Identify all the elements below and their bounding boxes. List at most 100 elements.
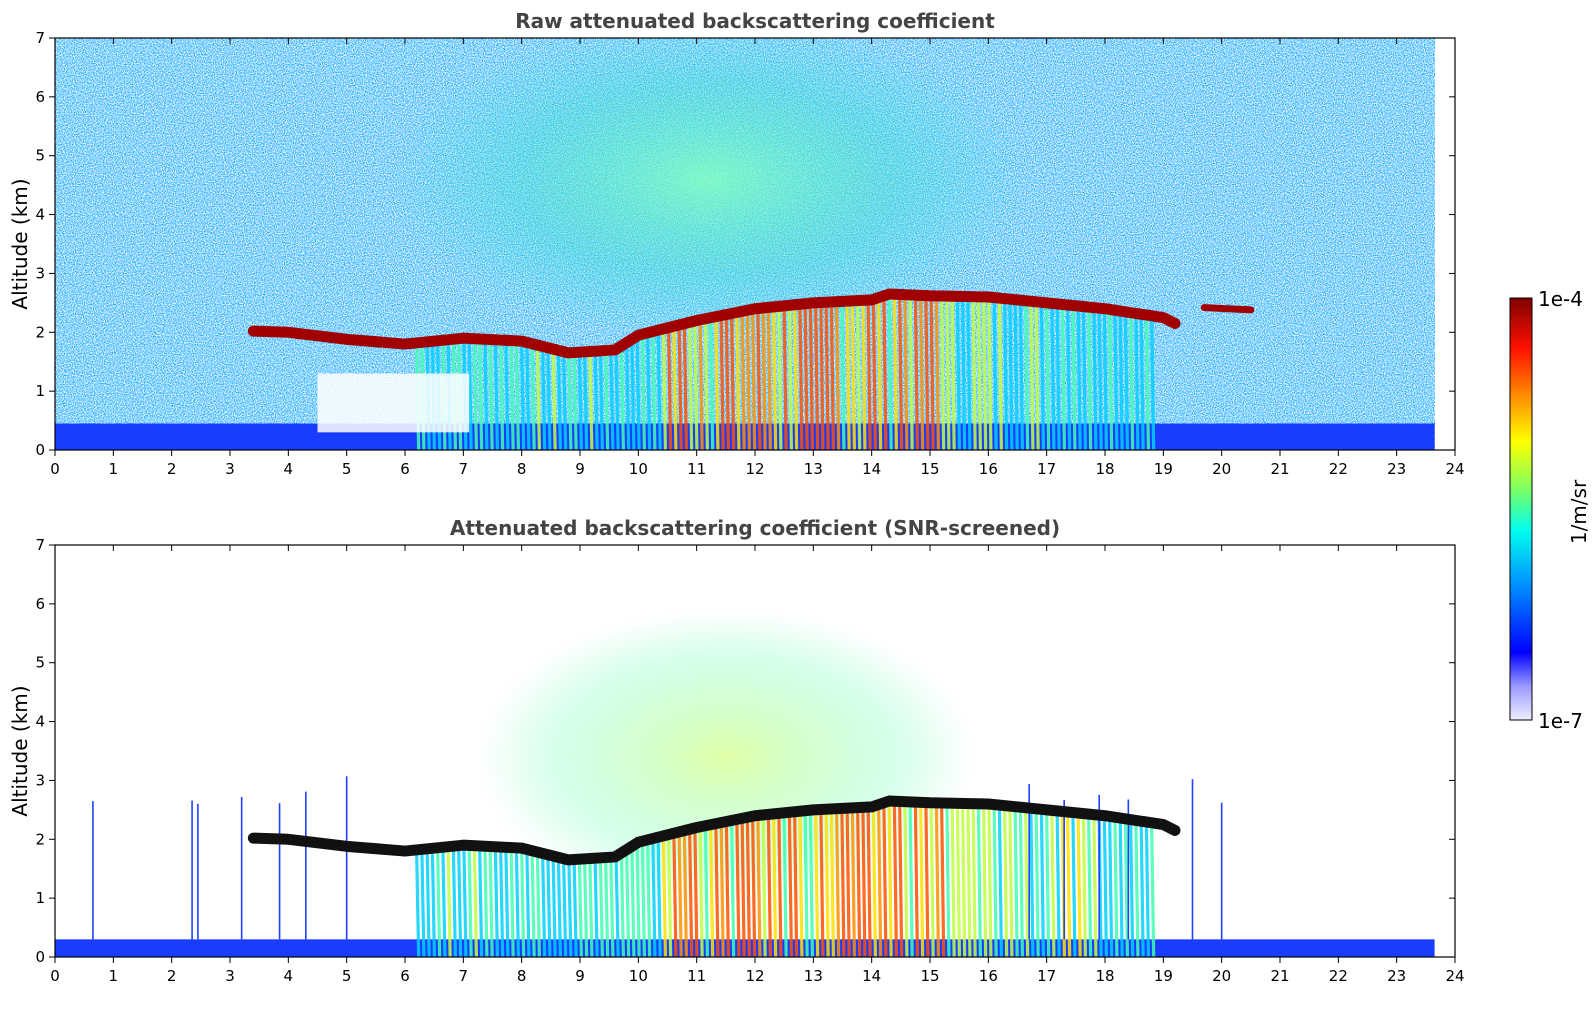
snr-x-tick-label: 10 bbox=[629, 967, 648, 985]
snr-streak bbox=[903, 804, 909, 957]
raw-streak bbox=[1008, 302, 1014, 450]
raw-y-tick-label: 6 bbox=[35, 88, 45, 106]
snr-x-tick-label: 3 bbox=[225, 967, 235, 985]
raw-streak bbox=[472, 341, 479, 450]
raw-streak bbox=[1102, 311, 1109, 450]
raw-streak bbox=[619, 348, 626, 450]
snr-streak bbox=[688, 832, 694, 957]
raw-streak bbox=[997, 301, 1004, 450]
raw-streak bbox=[499, 342, 505, 450]
raw-streak bbox=[782, 308, 788, 450]
snr-streak bbox=[546, 857, 552, 957]
raw-x-tick-label: 2 bbox=[167, 460, 177, 478]
snr-x-tick-label: 17 bbox=[1037, 967, 1056, 985]
raw-streak bbox=[761, 310, 767, 450]
raw-streak bbox=[856, 303, 862, 450]
raw-clear-gap bbox=[317, 373, 470, 433]
raw-streak bbox=[814, 305, 820, 450]
snr-y-tick-label: 1 bbox=[35, 889, 45, 907]
raw-streak bbox=[588, 354, 594, 450]
snr-streak bbox=[913, 805, 920, 957]
raw-streak bbox=[530, 346, 536, 450]
raw-streak bbox=[504, 343, 510, 450]
snr-streak bbox=[446, 849, 452, 957]
raw-streak bbox=[798, 307, 804, 450]
raw-y-axis-ticks: 0 1 2 3 4 5 6 7 bbox=[35, 29, 1455, 459]
snr-y-tick-label: 2 bbox=[35, 830, 45, 848]
snr-streak bbox=[593, 861, 599, 957]
raw-streak bbox=[1039, 305, 1046, 450]
snr-streak bbox=[457, 848, 463, 957]
raw-x-tick-label: 12 bbox=[745, 460, 764, 478]
snr-x-tick-label: 24 bbox=[1445, 967, 1464, 985]
raw-streak bbox=[866, 303, 872, 450]
raw-streak bbox=[598, 353, 605, 450]
snr-streak bbox=[693, 830, 699, 957]
snr-x-tick-label: 11 bbox=[687, 967, 706, 985]
raw-streak bbox=[934, 298, 941, 450]
raw-streak bbox=[745, 313, 752, 450]
raw-streak bbox=[488, 342, 494, 450]
snr-streak bbox=[1150, 825, 1156, 957]
raw-x-tick-label: 17 bbox=[1037, 460, 1056, 478]
snr-streak bbox=[987, 806, 993, 957]
raw-streak bbox=[483, 342, 489, 450]
snr-streak bbox=[640, 844, 647, 957]
snr-streak bbox=[709, 827, 715, 957]
snr-streak bbox=[614, 859, 620, 957]
raw-streak bbox=[1060, 307, 1067, 450]
raw-x-tick-label: 13 bbox=[804, 460, 823, 478]
snr-y-axis-ticks: 0 1 2 3 4 5 6 7 bbox=[35, 536, 1455, 966]
raw-streak bbox=[640, 337, 647, 450]
snr-streak bbox=[630, 849, 636, 957]
snr-streak bbox=[745, 820, 752, 957]
snr-x-tick-label: 6 bbox=[400, 967, 410, 985]
snr-streak bbox=[835, 811, 841, 957]
raw-streak bbox=[976, 299, 983, 450]
snr-streak bbox=[808, 813, 815, 957]
snr-daytime-haze bbox=[477, 609, 974, 905]
snr-streak bbox=[966, 806, 972, 957]
snr-streak bbox=[430, 851, 437, 957]
snr-streak bbox=[840, 811, 846, 957]
raw-x-tick-label: 23 bbox=[1387, 460, 1406, 478]
colorbar-min-label: 1e-7 bbox=[1538, 709, 1583, 733]
snr-streak bbox=[441, 850, 447, 957]
snr-streak bbox=[950, 806, 956, 957]
snr-y-tick-label: 0 bbox=[35, 948, 45, 966]
raw-streak bbox=[892, 297, 899, 450]
raw-daytime-haze bbox=[387, 38, 1030, 342]
raw-precip-streaks bbox=[415, 296, 1156, 450]
raw-x-tick-label: 18 bbox=[1095, 460, 1114, 478]
raw-streak bbox=[1018, 303, 1025, 450]
snr-y-tick-label: 4 bbox=[35, 713, 45, 731]
snr-streak bbox=[871, 809, 878, 957]
snr-streak bbox=[1013, 809, 1019, 957]
raw-streak bbox=[635, 338, 641, 450]
raw-x-tick-label: 0 bbox=[50, 460, 60, 478]
raw-streak bbox=[562, 354, 568, 450]
raw-streak bbox=[698, 322, 704, 450]
snr-streak bbox=[997, 808, 1004, 957]
snr-streak bbox=[1029, 811, 1035, 957]
snr-streak bbox=[1055, 813, 1061, 957]
snr-x-tick-label: 12 bbox=[745, 967, 764, 985]
raw-x-tick-label: 19 bbox=[1154, 460, 1173, 478]
raw-streak bbox=[850, 303, 857, 450]
raw-streak bbox=[824, 305, 830, 450]
raw-x-tick-label: 21 bbox=[1270, 460, 1289, 478]
snr-x-tick-label: 7 bbox=[459, 967, 469, 985]
raw-streak bbox=[829, 304, 836, 450]
snr-streak bbox=[583, 861, 589, 957]
raw-streak bbox=[845, 304, 851, 450]
raw-streak bbox=[509, 343, 515, 450]
snr-streak bbox=[604, 860, 610, 957]
raw-streak bbox=[861, 303, 867, 450]
snr-streak bbox=[971, 806, 977, 957]
snr-streak bbox=[572, 862, 578, 957]
snr-streak bbox=[551, 858, 557, 957]
raw-cloud-layer bbox=[247, 288, 1181, 359]
snr-x-tick-label: 4 bbox=[284, 967, 294, 985]
snr-streak bbox=[924, 805, 930, 957]
snr-streak bbox=[761, 817, 767, 957]
